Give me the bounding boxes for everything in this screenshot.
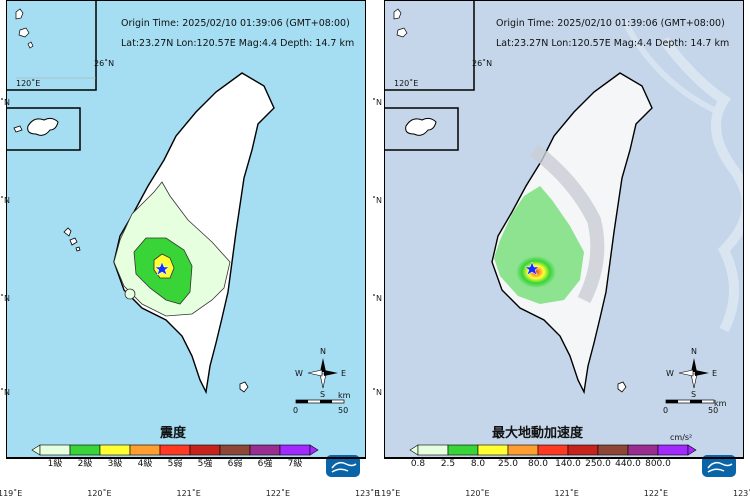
event-location: Lat:23.27N Lon:120.57E Mag:4.4 Depth: 14… — [121, 38, 354, 49]
scale-fifty: 50 — [708, 406, 718, 415]
legend-swatch — [99, 444, 131, 456]
legend-label: 5強 — [198, 457, 213, 469]
legend-unit: cm/s² — [670, 433, 692, 442]
intensity-map-panel: 120˚E 26˚N N S E W — [6, 0, 366, 490]
legend-swatch — [159, 444, 191, 456]
legend-swatch — [189, 444, 221, 456]
legend-swatch — [627, 444, 659, 456]
legend-label: 1級 — [48, 457, 63, 469]
scale-zero: 0 — [293, 406, 298, 415]
intensity-legend: 1級 2級 3級 4級 5弱 5強 6弱 6強 7級 — [31, 444, 319, 469]
legend-label: 2級 — [78, 457, 93, 469]
origin-time: Origin Time: 2025/02/10 01:39:06 (GMT+08… — [121, 18, 350, 29]
legend-swatch — [657, 444, 689, 456]
pga-map: 120˚E 26˚N N S E W 0 50 km Origin Time: — [384, 0, 744, 477]
legend-label: 7級 — [288, 457, 303, 469]
compass-north-label: N — [320, 347, 326, 356]
legend-label: 80.0 — [528, 459, 548, 469]
legend-label: 140.0 — [555, 459, 581, 469]
x-tick-label: 123˚E — [355, 489, 380, 498]
inset-lat-label: 26˚N — [94, 58, 114, 68]
legend-title: 最大地動加速度 — [492, 425, 584, 441]
scale-fifty: 50 — [338, 406, 348, 415]
legend-label: 8.0 — [471, 459, 486, 469]
legend-label: 6弱 — [228, 458, 243, 469]
x-tick-label: 119˚E — [376, 489, 401, 498]
x-tick-label: 119˚E — [0, 489, 23, 498]
y-tick-label: ˚N — [372, 98, 382, 107]
legend-swatch — [249, 444, 281, 456]
legend-swatch — [219, 444, 251, 456]
scale-zero: 0 — [663, 406, 668, 415]
cwa-logo-icon — [326, 455, 360, 477]
epicenter-star-icon — [154, 261, 170, 276]
x-tick-label: 123˚E — [733, 489, 750, 498]
legend-title: 震度 — [159, 425, 187, 441]
pga-map-panel: 120˚E 26˚N N S E W 0 50 km Origin Time: — [384, 0, 744, 490]
legend-swatch — [567, 444, 599, 456]
inset-lon-label: 120˚E — [16, 78, 40, 88]
legend-swatch — [537, 444, 569, 456]
x-tick-label: 122˚E — [643, 489, 669, 498]
intensity-map: 120˚E 26˚N N S E W — [6, 0, 366, 477]
compass-west-label: W — [666, 369, 674, 378]
compass-north-label: N — [691, 347, 697, 356]
compass-east-label: E — [712, 369, 717, 378]
x-tick-label: 121˚E — [554, 489, 579, 498]
origin-time: Origin Time: 2025/02/10 01:39:06 (GMT+08… — [496, 18, 725, 29]
legend-label: 440.0 — [615, 459, 641, 469]
x-tick-label: 122˚E — [265, 489, 291, 498]
x-tick-label: 121˚E — [176, 489, 201, 498]
y-tick-label: ˚N — [0, 196, 10, 205]
compass-south-label: S — [691, 390, 696, 399]
compass-west-label: W — [295, 369, 303, 378]
legend-swatch — [279, 444, 311, 456]
legend-label: 5弱 — [168, 458, 183, 469]
legend-arrow-right — [687, 444, 697, 456]
cwa-logo-icon — [702, 455, 736, 477]
legend-label: 0.8 — [411, 459, 426, 469]
inset-lon-label: 120˚E — [394, 78, 418, 88]
legend-label: 800.0 — [645, 459, 671, 469]
legend-label: 4級 — [138, 457, 153, 469]
legend-swatch — [417, 444, 449, 456]
x-tick-label: 120˚E — [87, 489, 112, 498]
y-tick-label: ˚N — [0, 388, 10, 397]
compass-rose-icon: N S E W — [666, 347, 717, 399]
legend-swatch — [447, 444, 479, 456]
pga-legend: 0.8 2.5 8.0 25.0 80.0 140.0 250.0 440.0 800.0 — [409, 444, 697, 469]
legend-label: 6強 — [258, 457, 273, 469]
scale-bar: 0 50 km — [663, 399, 727, 415]
scale-unit: km — [714, 399, 727, 408]
legend-label: 25.0 — [498, 459, 518, 469]
legend-label: 2.5 — [441, 459, 455, 469]
scale-bar: 0 50 km — [293, 391, 351, 415]
y-tick-label: ˚N — [372, 388, 382, 397]
y-tick-label: ˚N — [0, 294, 10, 303]
y-tick-label: ˚N — [0, 98, 10, 107]
legend-swatch — [477, 444, 509, 456]
legend-swatch — [39, 444, 71, 456]
event-location: Lat:23.27N Lon:120.57E Mag:4.4 Depth: 14… — [496, 38, 729, 49]
x-tick-label: 120˚E — [465, 489, 490, 498]
epicenter-star-icon — [524, 261, 540, 276]
scale-unit: km — [338, 391, 351, 400]
compass-rose-icon: N S E W — [295, 347, 346, 399]
compass-east-label: E — [341, 369, 346, 378]
legend-swatch — [507, 444, 539, 456]
legend-swatch — [69, 444, 101, 456]
legend-swatch — [129, 444, 161, 456]
inset-lat-label: 26˚N — [472, 58, 492, 68]
legend-arrow-right — [309, 444, 319, 456]
legend-swatch — [597, 444, 629, 456]
legend-label: 250.0 — [585, 459, 611, 469]
y-tick-label: ˚N — [372, 294, 382, 303]
compass-south-label: S — [320, 390, 325, 399]
legend-label: 3級 — [108, 457, 123, 469]
y-tick-label: ˚N — [372, 196, 382, 205]
